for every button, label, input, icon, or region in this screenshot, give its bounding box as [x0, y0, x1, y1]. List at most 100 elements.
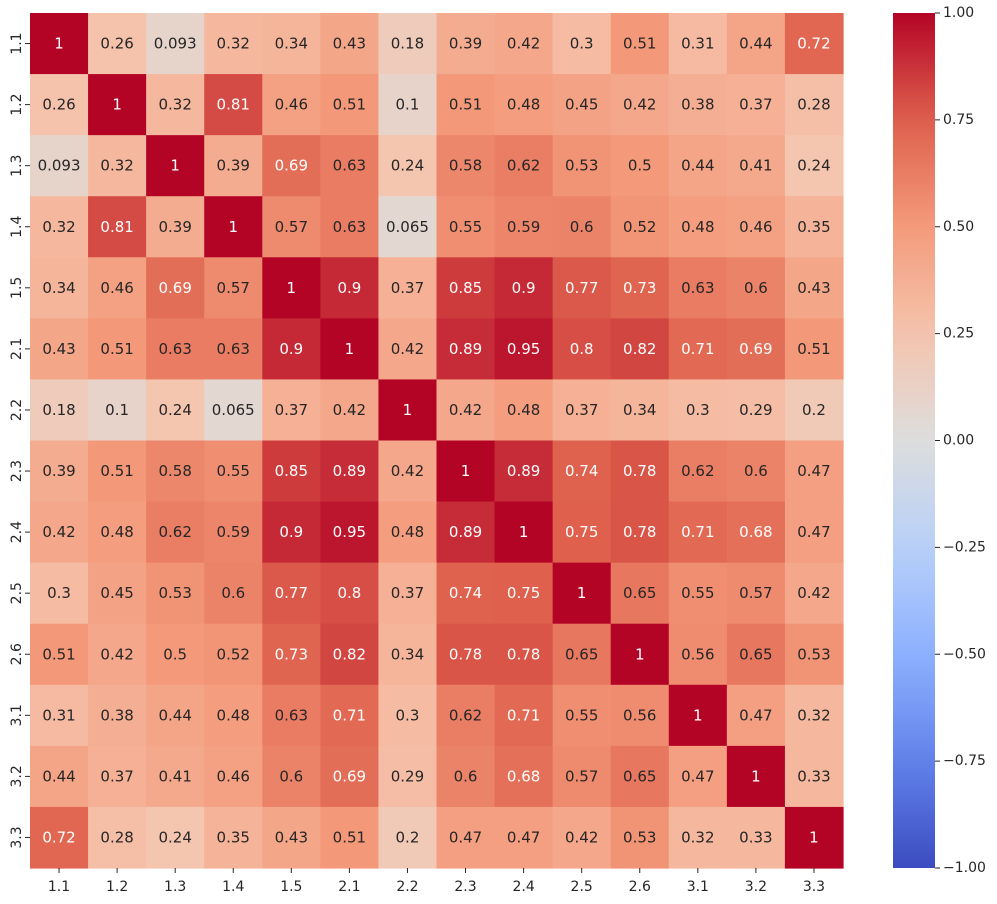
heatmap-cell	[726, 257, 786, 319]
y-axis: 1.1 1.2 1.3 1.4 1.5 2.1 2.2 2.3 2.4 2.5 2.6 3.1 3.2 3…	[9, 32, 30, 849]
cell-value-label: 0.35	[217, 828, 250, 846]
cell-value-label: 0.48	[100, 523, 133, 541]
heatmap-cell	[494, 684, 554, 747]
x-tick-label: 1.3	[164, 879, 186, 895]
heatmap-cell	[436, 440, 496, 503]
cell-value-label: 0.73	[623, 279, 656, 297]
colorbar-gradient	[893, 13, 935, 868]
colorbar-tick-label: 0.50	[943, 219, 974, 235]
cell-value-label: 0.093	[154, 35, 197, 53]
cell-value-label: 0.42	[565, 828, 598, 846]
heatmap-cell	[262, 562, 321, 625]
cell-value-label: 0.1	[396, 96, 420, 114]
heatmap-cell	[436, 745, 496, 808]
cell-value-label: 0.56	[681, 645, 714, 663]
heatmap-cell	[204, 623, 263, 686]
heatmap-cell	[494, 13, 554, 75]
cell-value-label: 0.78	[507, 645, 540, 663]
cell-value-label: 0.55	[449, 218, 482, 236]
heatmap-cell	[784, 501, 844, 564]
cell-value-label: 0.47	[797, 523, 830, 541]
cell-value-label: 1	[228, 218, 238, 236]
heatmap-annotations: 1 0.26 0.093 0.32 0.34 0.43 0.18 0.39 0.42 0.3 0.5…	[38, 35, 831, 847]
x-tick-label: 1.4	[222, 879, 244, 895]
cell-value-label: 1	[112, 96, 122, 114]
heatmap-cell	[494, 135, 554, 197]
heatmap-cell	[610, 562, 670, 625]
heatmap-cell	[436, 501, 496, 564]
cell-value-label: 1	[461, 462, 471, 480]
heatmap-cell	[378, 562, 438, 625]
x-tick-label: 1.1	[48, 879, 70, 895]
cell-value-label: 0.5	[163, 645, 187, 663]
cell-value-label: 0.48	[681, 218, 714, 236]
x-tick-label: 2.6	[629, 879, 651, 895]
heatmap-cell	[146, 74, 205, 136]
heatmap-cell	[320, 623, 380, 686]
heatmap-cell	[378, 318, 438, 381]
heatmap-cell	[320, 13, 380, 75]
heatmap-cell	[494, 440, 554, 503]
heatmap-cell	[610, 135, 670, 197]
heatmap-cell	[668, 745, 728, 808]
heatmap-cell	[88, 257, 147, 319]
heatmap-cell	[494, 562, 554, 625]
y-tick-label: 2.2	[9, 399, 25, 421]
heatmap-cell	[494, 318, 554, 381]
cell-value-label: 0.58	[449, 157, 482, 175]
heatmap-cell	[30, 562, 89, 625]
heatmap-cell	[320, 806, 380, 869]
heatmap-cell	[436, 562, 496, 625]
heatmap-cell	[494, 806, 554, 869]
heatmap-cell	[610, 440, 670, 503]
heatmap-cell	[552, 135, 612, 197]
cell-value-label: 0.9	[279, 340, 303, 358]
colorbar-tick-label: −0.75	[943, 753, 986, 769]
heatmap-cell	[146, 257, 205, 319]
heatmap-cell	[378, 684, 438, 747]
cell-value-label: 0.3	[47, 584, 71, 602]
cell-value-label: 0.31	[42, 706, 75, 724]
heatmap-cell	[262, 379, 321, 442]
heatmap-cell	[726, 13, 786, 75]
heatmap-cell	[552, 13, 612, 75]
cell-value-label: 0.75	[565, 523, 598, 541]
cell-value-label: 0.46	[217, 767, 250, 785]
cell-value-label: 0.43	[797, 279, 830, 297]
colorbar: 1.00 0.75 0.50 0.25 0.00 −0.25 −0.50 −0.75 −1.00	[893, 5, 986, 876]
cell-value-label: 0.53	[158, 584, 191, 602]
heatmap-cell	[494, 379, 554, 442]
heatmap-cell	[262, 257, 321, 319]
cell-value-label: 0.69	[739, 340, 772, 358]
heatmap-cell	[88, 440, 147, 503]
cell-value-label: 0.52	[623, 218, 656, 236]
y-tick-label: 3.2	[9, 765, 25, 787]
cell-value-label: 0.32	[158, 96, 191, 114]
heatmap-cell	[88, 13, 147, 75]
cell-value-label: 0.69	[275, 157, 308, 175]
cell-value-label: 0.89	[449, 340, 482, 358]
cell-value-label: 0.24	[797, 157, 830, 175]
cell-value-label: 0.44	[42, 767, 75, 785]
cell-value-label: 0.31	[681, 35, 714, 53]
heatmap-cell	[784, 684, 844, 747]
colorbar-tick-label: 0.25	[943, 326, 974, 342]
cell-value-label: 0.55	[681, 584, 714, 602]
cell-value-label: 0.42	[797, 584, 830, 602]
cell-value-label: 0.9	[279, 523, 303, 541]
colorbar-tick-label: 0.00	[943, 433, 974, 449]
heatmap-cell	[262, 623, 321, 686]
cell-value-label: 0.57	[217, 279, 250, 297]
cell-value-label: 0.51	[797, 340, 830, 358]
heatmap-cell	[726, 440, 786, 503]
heatmap-cells	[30, 13, 844, 869]
y-tick-label: 1.4	[9, 216, 25, 238]
heatmap-cell	[436, 623, 496, 686]
cell-value-label: 0.32	[217, 35, 250, 53]
cell-value-label: 0.48	[507, 96, 540, 114]
heatmap-cell	[204, 440, 263, 503]
heatmap-cell	[204, 318, 263, 381]
heatmap-cell	[30, 74, 89, 136]
cell-value-label: 0.59	[217, 523, 250, 541]
cell-value-label: 0.29	[391, 767, 424, 785]
